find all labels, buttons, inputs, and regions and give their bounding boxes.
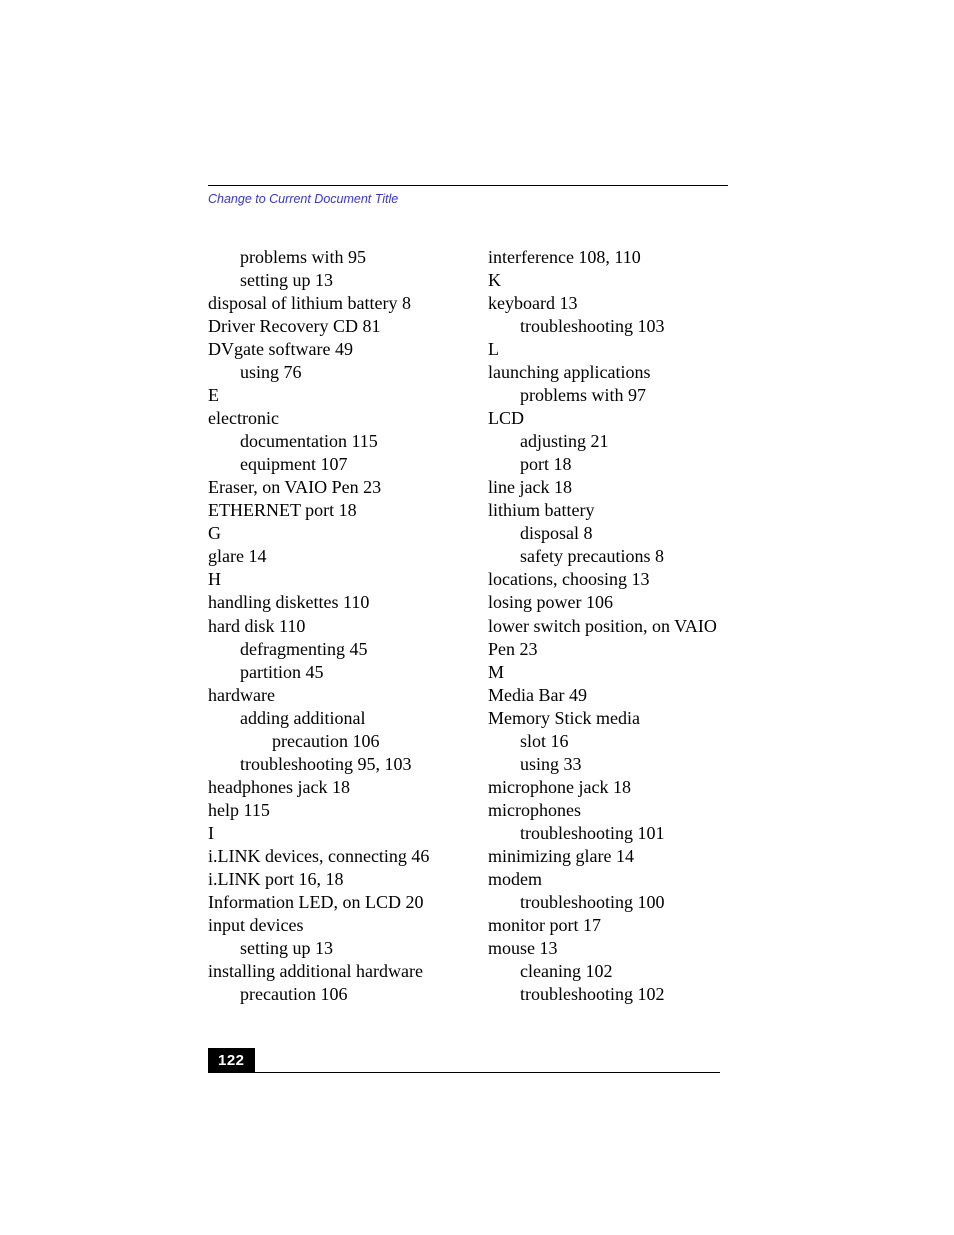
top-rule [208, 185, 728, 186]
section-letter: M [488, 661, 726, 684]
index-entry: partition 45 [208, 661, 446, 684]
index-entry: disposal of lithium battery 8 [208, 292, 446, 315]
index-entry: troubleshooting 102 [488, 983, 726, 1006]
index-entry: launching applications [488, 361, 726, 384]
index-entry: modem [488, 868, 726, 891]
index-entry: port 18 [488, 453, 726, 476]
index-entry: mouse 13 [488, 937, 726, 960]
index-entry: hard disk 110 [208, 615, 446, 638]
index-entry: using 33 [488, 753, 726, 776]
index-entry: electronic [208, 407, 446, 430]
index-entry: ETHERNET port 18 [208, 499, 446, 522]
left-column: problems with 95 setting up 13 disposal … [208, 246, 446, 1006]
index-entry: slot 16 [488, 730, 726, 753]
page-content: Change to Current Document Title problem… [208, 185, 728, 1006]
index-entry: cleaning 102 [488, 960, 726, 983]
index-entry: input devices [208, 914, 446, 937]
index-entry: troubleshooting 95, 103 [208, 753, 446, 776]
index-entry: problems with 95 [208, 246, 446, 269]
index-entry: DVgate software 49 [208, 338, 446, 361]
index-entry: Memory Stick media [488, 707, 726, 730]
page-footer: 122 [208, 1048, 720, 1073]
index-entry: Media Bar 49 [488, 684, 726, 707]
index-entry: Eraser, on VAIO Pen 23 [208, 476, 446, 499]
index-entry: monitor port 17 [488, 914, 726, 937]
index-entry: i.LINK port 16, 18 [208, 868, 446, 891]
section-letter: H [208, 568, 446, 591]
index-entry: locations, choosing 13 [488, 568, 726, 591]
index-entry: precaution 106 [208, 730, 446, 753]
index-entry: handling diskettes 110 [208, 591, 446, 614]
bottom-rule [208, 1072, 720, 1073]
index-entry: lithium battery [488, 499, 726, 522]
index-entry: i.LINK devices, connecting 46 [208, 845, 446, 868]
index-entry: Driver Recovery CD 81 [208, 315, 446, 338]
index-entry: glare 14 [208, 545, 446, 568]
section-letter: G [208, 522, 446, 545]
index-entry: losing power 106 [488, 591, 726, 614]
section-letter: I [208, 822, 446, 845]
index-entry: line jack 18 [488, 476, 726, 499]
index-entry: using 76 [208, 361, 446, 384]
index-entry: troubleshooting 103 [488, 315, 726, 338]
index-entry: troubleshooting 100 [488, 891, 726, 914]
page-number: 122 [208, 1048, 255, 1073]
index-entry: troubleshooting 101 [488, 822, 726, 845]
index-entry: disposal 8 [488, 522, 726, 545]
index-entry: adding additional [208, 707, 446, 730]
index-entry: headphones jack 18 [208, 776, 446, 799]
index-columns: problems with 95 setting up 13 disposal … [208, 246, 728, 1006]
index-entry: safety precautions 8 [488, 545, 726, 568]
index-entry: lower switch position, on VAIO Pen 23 [488, 615, 726, 661]
index-entry: problems with 97 [488, 384, 726, 407]
index-entry: keyboard 13 [488, 292, 726, 315]
section-letter: K [488, 269, 726, 292]
right-column: interference 108, 110 K keyboard 13 trou… [488, 246, 726, 1006]
index-entry: Information LED, on LCD 20 [208, 891, 446, 914]
index-entry: hardware [208, 684, 446, 707]
index-entry: microphones [488, 799, 726, 822]
index-entry: defragmenting 45 [208, 638, 446, 661]
section-letter: E [208, 384, 446, 407]
running-header: Change to Current Document Title [208, 192, 728, 206]
index-entry: LCD [488, 407, 726, 430]
index-entry: minimizing glare 14 [488, 845, 726, 868]
section-letter: L [488, 338, 726, 361]
index-entry: setting up 13 [208, 937, 446, 960]
index-entry: precaution 106 [208, 983, 446, 1006]
index-entry: interference 108, 110 [488, 246, 726, 269]
index-entry: installing additional hardware [208, 960, 446, 983]
index-entry: equipment 107 [208, 453, 446, 476]
index-entry: help 115 [208, 799, 446, 822]
index-entry: microphone jack 18 [488, 776, 726, 799]
index-entry: setting up 13 [208, 269, 446, 292]
index-entry: adjusting 21 [488, 430, 726, 453]
index-entry: documentation 115 [208, 430, 446, 453]
